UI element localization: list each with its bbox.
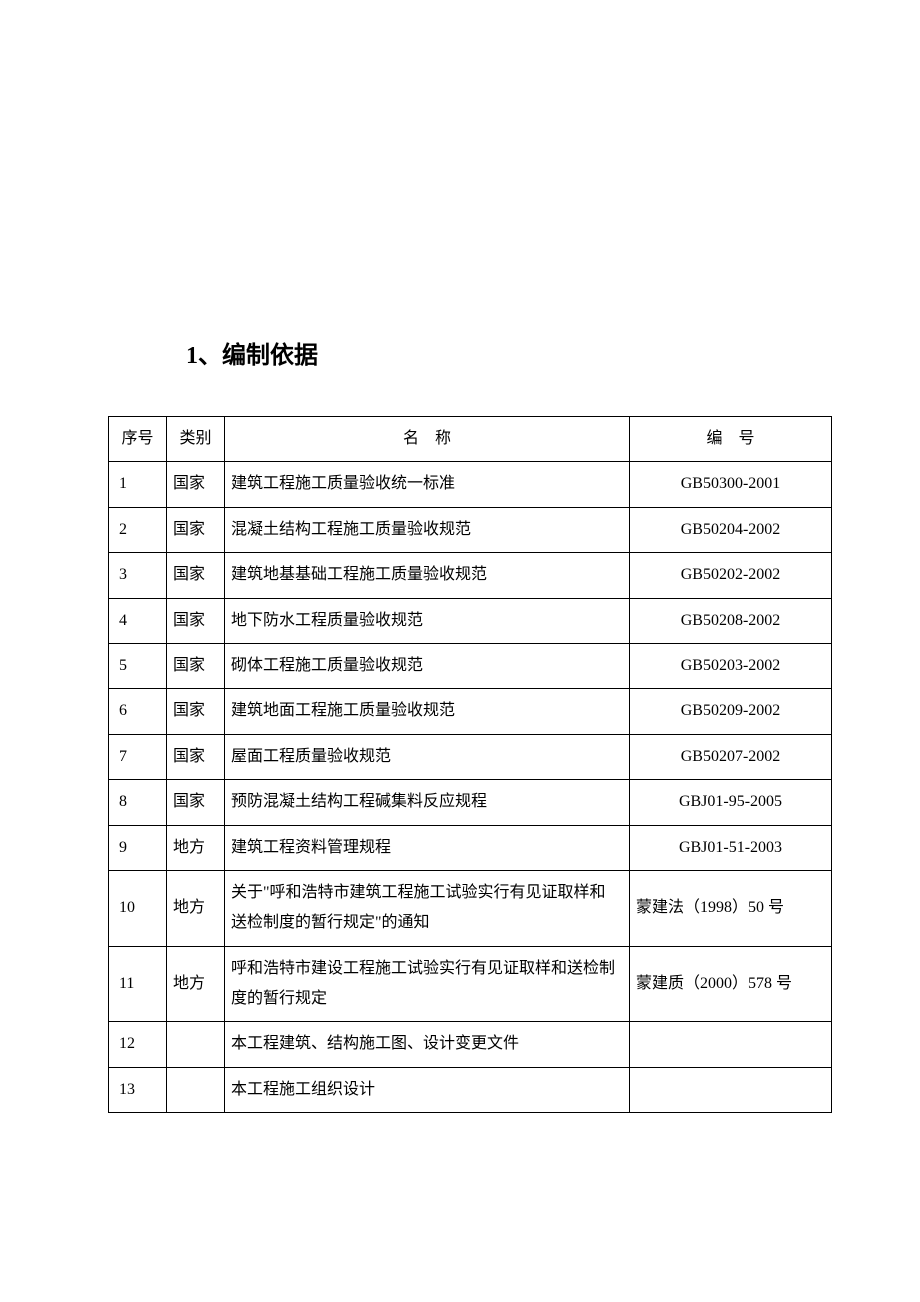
table-row: 6国家建筑地面工程施工质量验收规范GB50209-2002 xyxy=(109,689,832,734)
table-row: 12 本工程建筑、结构施工图、设计变更文件 xyxy=(109,1022,832,1067)
cell-name: 本工程建筑、结构施工图、设计变更文件 xyxy=(225,1022,630,1067)
cell-seq: 10 xyxy=(109,870,167,946)
header-seq: 序号 xyxy=(109,417,167,462)
table-row: 5国家砌体工程施工质量验收规范GB50203-2002 xyxy=(109,643,832,688)
table-header-row: 序号 类别 名 称 编 号 xyxy=(109,417,832,462)
cell-seq: 3 xyxy=(109,553,167,598)
cell-cat: 国家 xyxy=(167,462,225,507)
cell-name: 地下防水工程质量验收规范 xyxy=(225,598,630,643)
cell-name: 屋面工程质量验收规范 xyxy=(225,734,630,779)
cell-num: GB50202-2002 xyxy=(630,553,832,598)
table-row: 7国家屋面工程质量验收规范GB50207-2002 xyxy=(109,734,832,779)
cell-name: 呼和浩特市建设工程施工试验实行有见证取样和送检制度的暂行规定 xyxy=(225,946,630,1022)
cell-name: 本工程施工组织设计 xyxy=(225,1067,630,1112)
table-row: 10地方关于"呼和浩特市建筑工程施工试验实行有见证取样和送检制度的暂行规定"的通… xyxy=(109,870,832,946)
section-heading: 1、编制依据 xyxy=(186,335,832,370)
cell-cat: 国家 xyxy=(167,780,225,825)
cell-seq: 7 xyxy=(109,734,167,779)
cell-seq: 13 xyxy=(109,1067,167,1112)
cell-seq: 5 xyxy=(109,643,167,688)
cell-num: 蒙建法（1998）50 号 xyxy=(630,870,832,946)
cell-cat: 地方 xyxy=(167,825,225,870)
cell-seq: 2 xyxy=(109,507,167,552)
cell-seq: 6 xyxy=(109,689,167,734)
cell-cat: 国家 xyxy=(167,734,225,779)
cell-num: GBJ01-51-2003 xyxy=(630,825,832,870)
cell-seq: 11 xyxy=(109,946,167,1022)
cell-cat: 国家 xyxy=(167,598,225,643)
cell-cat: 地方 xyxy=(167,870,225,946)
table-row: 3国家建筑地基基础工程施工质量验收规范GB50202-2002 xyxy=(109,553,832,598)
cell-seq: 12 xyxy=(109,1022,167,1067)
cell-num: GBJ01-95-2005 xyxy=(630,780,832,825)
cell-cat xyxy=(167,1067,225,1112)
table-row: 9地方建筑工程资料管理规程GBJ01-51-2003 xyxy=(109,825,832,870)
cell-name: 砌体工程施工质量验收规范 xyxy=(225,643,630,688)
cell-seq: 9 xyxy=(109,825,167,870)
cell-num xyxy=(630,1022,832,1067)
table-row: 2国家混凝土结构工程施工质量验收规范GB50204-2002 xyxy=(109,507,832,552)
cell-name: 混凝土结构工程施工质量验收规范 xyxy=(225,507,630,552)
cell-seq: 4 xyxy=(109,598,167,643)
table-row: 1国家建筑工程施工质量验收统一标准GB50300-2001 xyxy=(109,462,832,507)
cell-name: 建筑地面工程施工质量验收规范 xyxy=(225,689,630,734)
table-row: 11地方呼和浩特市建设工程施工试验实行有见证取样和送检制度的暂行规定蒙建质（20… xyxy=(109,946,832,1022)
cell-num xyxy=(630,1067,832,1112)
cell-num: GB50209-2002 xyxy=(630,689,832,734)
cell-seq: 8 xyxy=(109,780,167,825)
cell-name: 关于"呼和浩特市建筑工程施工试验实行有见证取样和送检制度的暂行规定"的通知 xyxy=(225,870,630,946)
cell-cat: 国家 xyxy=(167,643,225,688)
table-row: 13 本工程施工组织设计 xyxy=(109,1067,832,1112)
cell-cat: 国家 xyxy=(167,507,225,552)
basis-table: 序号 类别 名 称 编 号 1国家建筑工程施工质量验收统一标准GB50300-2… xyxy=(108,416,832,1113)
cell-num: GB50207-2002 xyxy=(630,734,832,779)
header-cat: 类别 xyxy=(167,417,225,462)
cell-num: GB50204-2002 xyxy=(630,507,832,552)
cell-cat: 地方 xyxy=(167,946,225,1022)
cell-num: GB50203-2002 xyxy=(630,643,832,688)
table-row: 8国家预防混凝土结构工程碱集料反应规程GBJ01-95-2005 xyxy=(109,780,832,825)
cell-cat: 国家 xyxy=(167,689,225,734)
cell-num: GB50300-2001 xyxy=(630,462,832,507)
header-name: 名 称 xyxy=(225,417,630,462)
cell-name: 建筑地基基础工程施工质量验收规范 xyxy=(225,553,630,598)
table-row: 4国家地下防水工程质量验收规范GB50208-2002 xyxy=(109,598,832,643)
cell-name: 建筑工程资料管理规程 xyxy=(225,825,630,870)
cell-name: 预防混凝土结构工程碱集料反应规程 xyxy=(225,780,630,825)
cell-name: 建筑工程施工质量验收统一标准 xyxy=(225,462,630,507)
header-num: 编 号 xyxy=(630,417,832,462)
cell-num: 蒙建质（2000）578 号 xyxy=(630,946,832,1022)
cell-cat xyxy=(167,1022,225,1067)
cell-seq: 1 xyxy=(109,462,167,507)
cell-num: GB50208-2002 xyxy=(630,598,832,643)
cell-cat: 国家 xyxy=(167,553,225,598)
